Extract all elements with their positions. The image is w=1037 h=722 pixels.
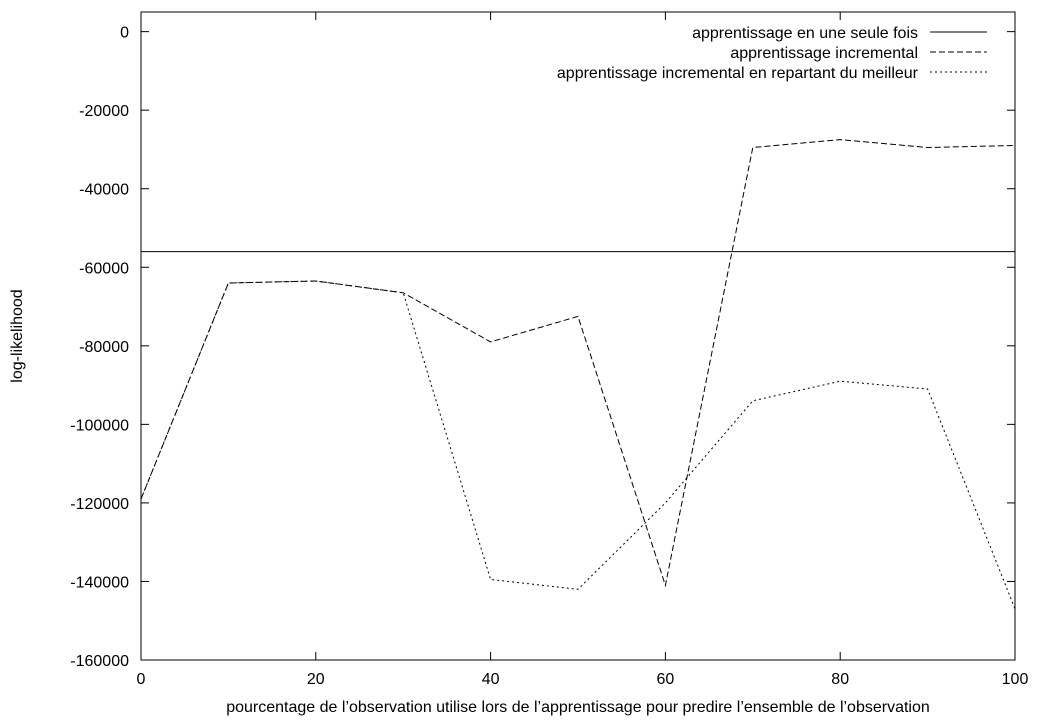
x-tick-label: 40 [482,671,500,688]
legend-label-2: apprentissage incremental [730,45,918,62]
x-axis-label: pourcentage de l’observation utilise lor… [226,699,930,716]
legend-label-3: apprentissage incremental en repartant d… [557,65,919,82]
x-tick-label: 80 [831,671,849,688]
series-line-2 [141,139,1015,588]
y-tick-label: -140000 [70,574,129,591]
y-tick-label: -80000 [79,339,129,356]
y-tick-label: -60000 [79,260,129,277]
x-tick-label: 0 [137,671,146,688]
y-axis-label: log-likelihood [9,289,26,382]
legend: apprentissage en une seule fois apprentis… [557,25,987,82]
y-tick-label: -20000 [79,103,129,120]
y-tick-label: -100000 [70,417,129,434]
plot-frame [140,11,1016,661]
y-tick-label: -160000 [70,653,129,670]
legend-label-1: apprentissage en une seule fois [692,25,918,42]
x-tick-label: 60 [657,671,675,688]
y-tick-label: -120000 [70,496,129,513]
x-axis: 0 20 40 60 80 100 [137,12,1029,688]
x-tick-label: 20 [307,671,325,688]
y-tick-label: -40000 [79,182,129,199]
y-axis: 0 -20000 -40000 -60000 -80000 -100000 -120000 -… [70,25,1015,670]
series-layer [141,139,1015,610]
series-line-3 [141,280,1015,610]
x-tick-label: 100 [1002,671,1029,688]
y-tick-label: 0 [120,25,129,42]
